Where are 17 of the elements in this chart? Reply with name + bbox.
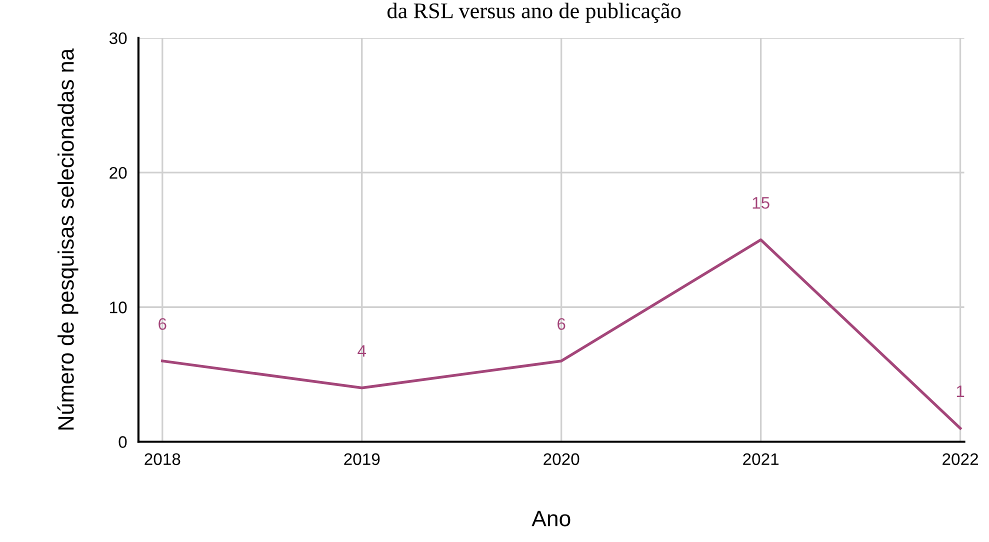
- y-tick-label: 10: [110, 302, 127, 314]
- y-tick-label: 20: [110, 166, 127, 179]
- x-axis-title: Ano: [532, 510, 570, 526]
- data-label: 15: [752, 197, 770, 209]
- x-tick-label: 2018: [144, 453, 180, 466]
- x-tick-label: 2021: [743, 453, 779, 466]
- data-label: 4: [358, 345, 366, 357]
- x-tick-label: 2019: [344, 453, 380, 466]
- y-tick-label: 30: [109, 32, 127, 44]
- x-tick-label: 2022: [942, 453, 978, 466]
- data-label: 6: [558, 318, 566, 330]
- x-tick-label: 2020: [544, 453, 580, 466]
- y-tick-label: 0: [118, 436, 127, 448]
- y-axis-title: Número de pesquisas selecionadas na: [57, 48, 78, 430]
- chart-title: da RSL versus ano de publicação: [387, 2, 681, 23]
- data-label: 6: [158, 318, 166, 330]
- data-label: 1: [956, 386, 964, 398]
